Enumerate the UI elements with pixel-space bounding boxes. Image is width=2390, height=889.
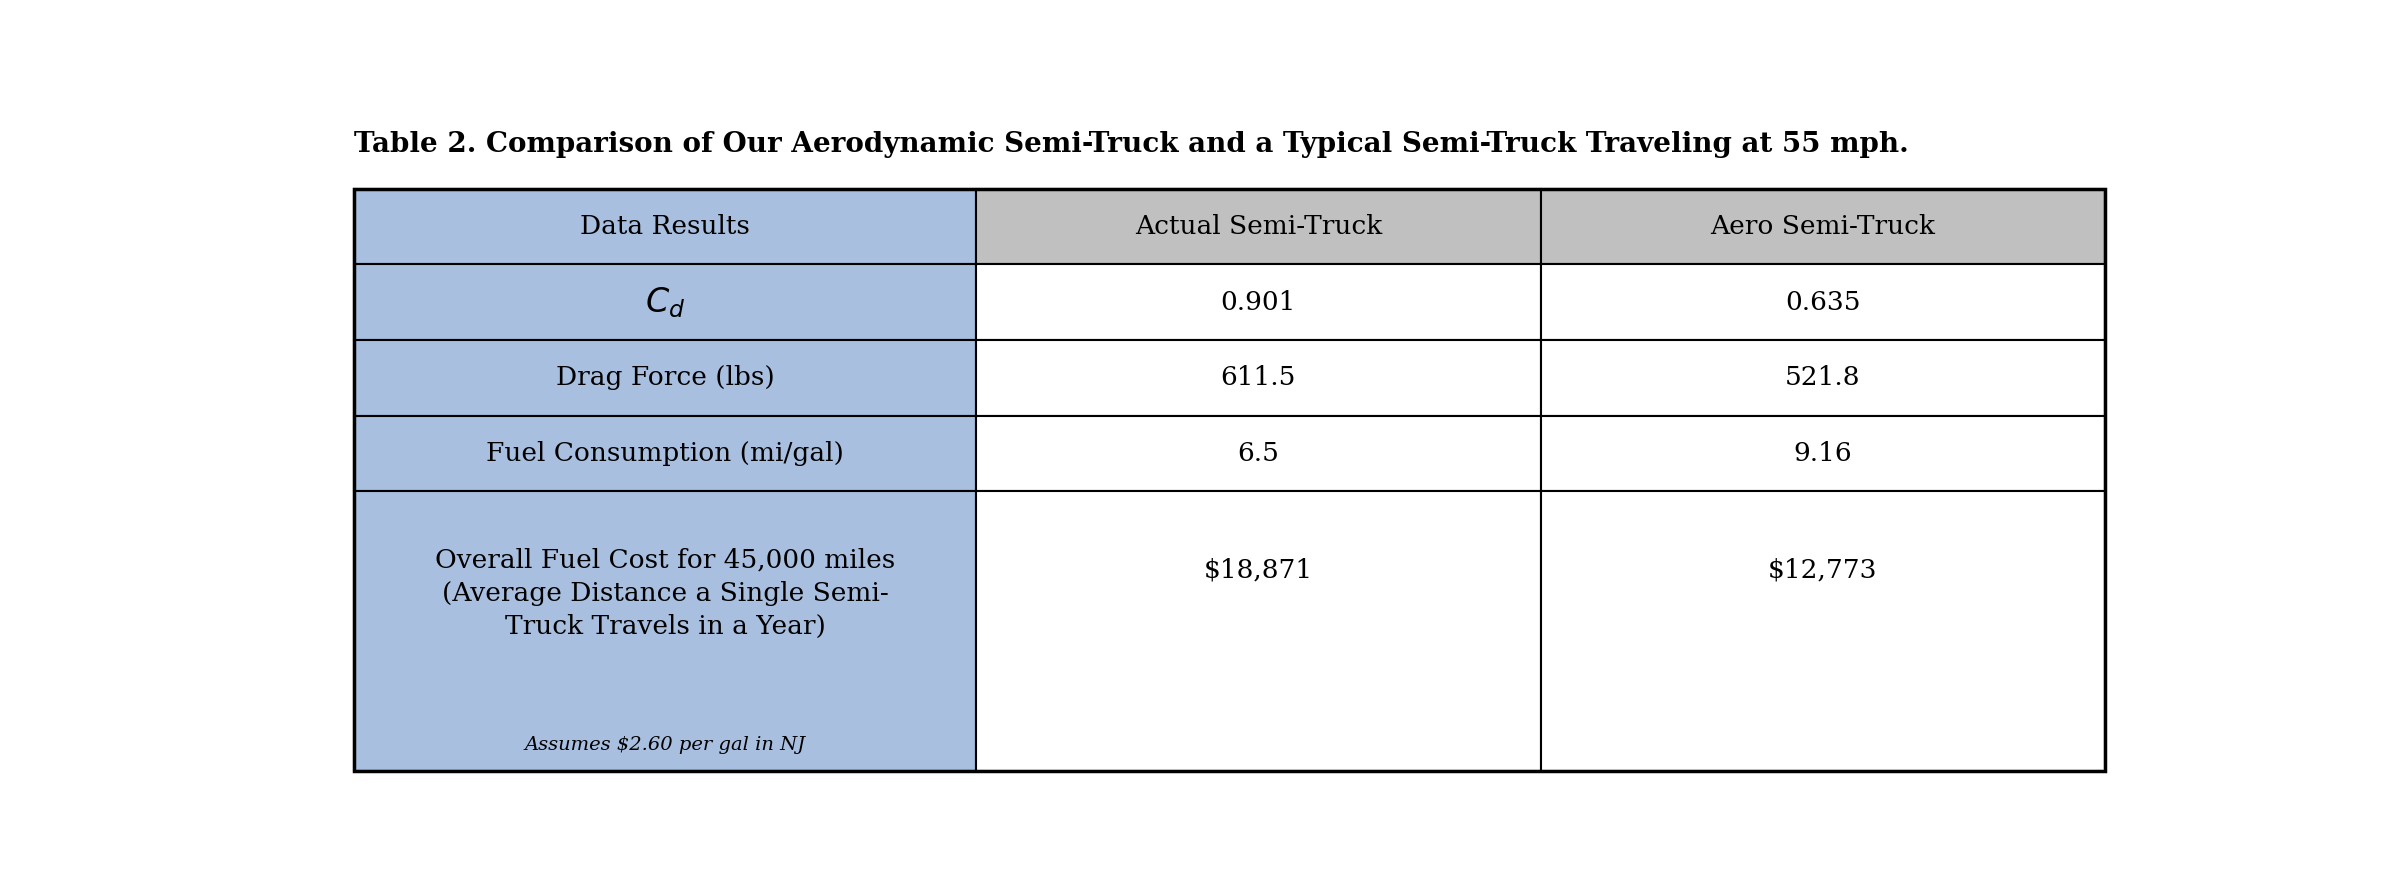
FancyBboxPatch shape <box>354 492 975 771</box>
Text: 0.901: 0.901 <box>1221 290 1295 315</box>
FancyBboxPatch shape <box>354 340 975 416</box>
FancyBboxPatch shape <box>975 416 1542 492</box>
Text: Overall Fuel Cost for 45,000 miles
(Average Distance a Single Semi-
Truck Travel: Overall Fuel Cost for 45,000 miles (Aver… <box>435 548 896 639</box>
FancyBboxPatch shape <box>1542 492 2106 771</box>
FancyBboxPatch shape <box>975 188 1542 264</box>
Text: 611.5: 611.5 <box>1221 365 1295 390</box>
FancyBboxPatch shape <box>354 264 975 340</box>
Text: $\mathit{C}_d$: $\mathit{C}_d$ <box>645 285 686 320</box>
Text: Assumes $2.60 per gal in NJ: Assumes $2.60 per gal in NJ <box>523 736 805 754</box>
Text: 521.8: 521.8 <box>1785 365 1862 390</box>
Text: Fuel Consumption (mi/gal): Fuel Consumption (mi/gal) <box>485 441 844 466</box>
Text: Table 2. Comparison of Our Aerodynamic Semi-Truck and a Typical Semi-Truck Trave: Table 2. Comparison of Our Aerodynamic S… <box>354 131 1910 157</box>
Text: Data Results: Data Results <box>581 214 750 239</box>
FancyBboxPatch shape <box>1542 340 2106 416</box>
Text: Actual Semi-Truck: Actual Semi-Truck <box>1135 214 1381 239</box>
FancyBboxPatch shape <box>1542 416 2106 492</box>
FancyBboxPatch shape <box>1542 188 2106 264</box>
Text: 6.5: 6.5 <box>1238 441 1279 466</box>
Text: Drag Force (lbs): Drag Force (lbs) <box>554 365 774 390</box>
FancyBboxPatch shape <box>354 188 975 264</box>
Text: $18,871: $18,871 <box>1205 557 1312 582</box>
Text: 0.635: 0.635 <box>1785 290 1862 315</box>
FancyBboxPatch shape <box>354 416 975 492</box>
Text: Aero Semi-Truck: Aero Semi-Truck <box>1711 214 1936 239</box>
FancyBboxPatch shape <box>1542 264 2106 340</box>
FancyBboxPatch shape <box>975 340 1542 416</box>
Text: $12,773: $12,773 <box>1769 557 1879 582</box>
Text: 9.16: 9.16 <box>1792 441 1852 466</box>
FancyBboxPatch shape <box>975 264 1542 340</box>
FancyBboxPatch shape <box>975 492 1542 771</box>
